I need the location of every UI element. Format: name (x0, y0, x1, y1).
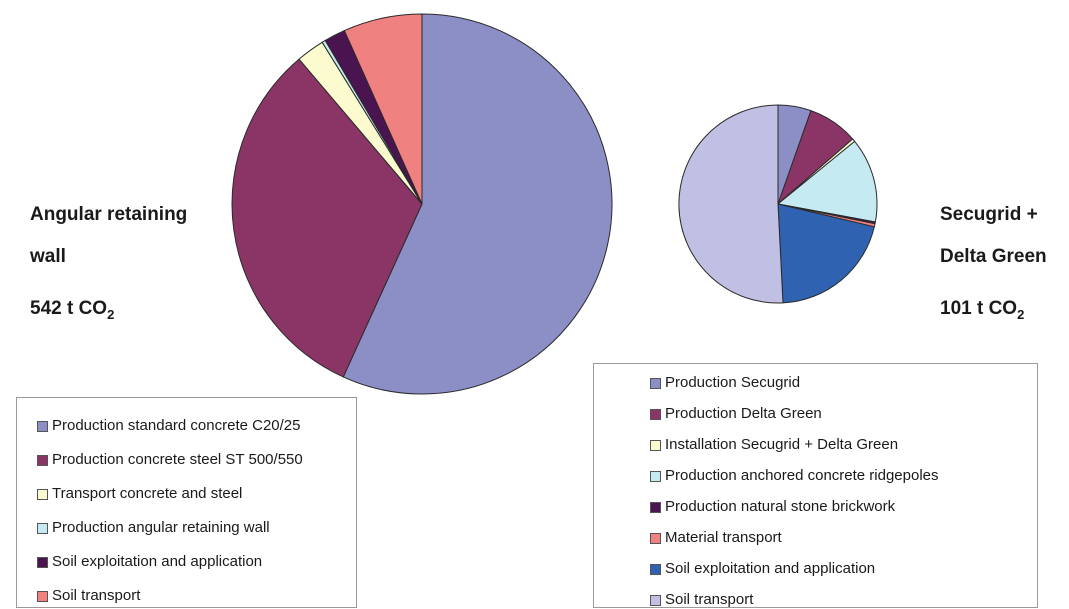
left-pie-slice-6 (343, 13, 423, 205)
left-legend-swatch (37, 420, 48, 432)
left-pie-label-line-2: wall (30, 246, 66, 267)
left-pie (231, 13, 613, 395)
right-pie-label-line-1: Secugrid + (940, 204, 1038, 225)
left-legend-item: Production standard concrete C20/25 (37, 417, 301, 435)
right-pie-label-line-2: Delta Green (940, 246, 1047, 267)
legend-right: Production Secugrid Production Delta Gree… (593, 363, 1038, 608)
right-legend-label: Installation Secugrid + Delta Green (665, 436, 899, 453)
right-legend-item: Production anchored concrete ridgepoles (650, 467, 939, 485)
right-legend-swatch (650, 377, 661, 389)
right-legend-label: Production Secugrid (665, 374, 801, 391)
left-pie-label-line-1: Angular retaining (30, 204, 188, 225)
left-legend-item: Transport concrete and steel (37, 485, 242, 503)
right-pie-slice-7 (777, 203, 875, 304)
right-legend-item: Production natural stone brickwork (650, 498, 895, 516)
left-legend-swatch (37, 488, 48, 500)
right-legend-label: Production Delta Green (665, 405, 822, 422)
left-pie-total-value: 542 t CO (30, 298, 108, 319)
right-pie-total-value: 101 t CO (940, 298, 1018, 319)
left-legend-item: Production concrete steel ST 500/550 (37, 451, 303, 469)
right-legend-item: Production Secugrid (650, 374, 800, 392)
left-legend-item: Soil transport (37, 587, 140, 605)
right-pie-total: 101 t CO2 (940, 297, 1024, 321)
left-legend-swatch (37, 454, 48, 466)
left-pie-slice-1 (342, 13, 613, 395)
right-pie (678, 104, 878, 304)
left-legend-swatch (37, 556, 48, 568)
left-legend-swatch (37, 522, 48, 534)
left-legend-swatch (37, 590, 48, 602)
right-legend-label: Production anchored concrete ridgepoles (665, 467, 939, 484)
right-legend-swatch (650, 501, 661, 513)
legend-left: Production standard concrete C20/25 Produ… (16, 397, 357, 608)
right-legend-item: Soil exploitation and application (650, 560, 875, 578)
right-legend-label: Material transport (665, 529, 782, 546)
left-legend-item: Soil exploitation and application (37, 553, 262, 571)
right-pie-slice-4 (777, 140, 878, 223)
right-legend-swatch (650, 563, 661, 575)
right-legend-item: Installation Secugrid + Delta Green (650, 436, 898, 454)
left-legend-label: Production standard concrete C20/25 (52, 417, 301, 434)
left-legend-label: Production concrete steel ST 500/550 (52, 451, 303, 468)
left-legend-label: Transport concrete and steel (52, 485, 243, 502)
right-legend-item: Soil transport (650, 591, 753, 609)
left-legend-label: Soil transport (52, 587, 141, 604)
right-legend-label: Soil transport (665, 591, 754, 608)
right-legend-label: Production natural stone brickwork (665, 498, 896, 515)
left-pie-slice-2 (231, 58, 423, 378)
left-legend-item: Production angular retaining wall (37, 519, 270, 537)
left-pie-total: 542 t CO2 (30, 297, 114, 321)
right-legend-swatch (650, 594, 661, 606)
right-legend-swatch (650, 470, 661, 482)
right-legend-swatch (650, 532, 661, 544)
right-pie-total-subscript: 2 (1017, 307, 1025, 322)
left-legend-label: Soil exploitation and application (52, 553, 263, 570)
right-legend-item: Material transport (650, 529, 782, 547)
right-pie-slice-8 (678, 104, 784, 304)
right-legend-label: Soil exploitation and application (665, 560, 876, 577)
right-legend-swatch (650, 408, 661, 420)
left-pie-total-subscript: 2 (107, 307, 115, 322)
left-legend-label: Production angular retaining wall (52, 519, 270, 536)
right-legend-item: Production Delta Green (650, 405, 822, 423)
right-legend-swatch (650, 439, 661, 451)
